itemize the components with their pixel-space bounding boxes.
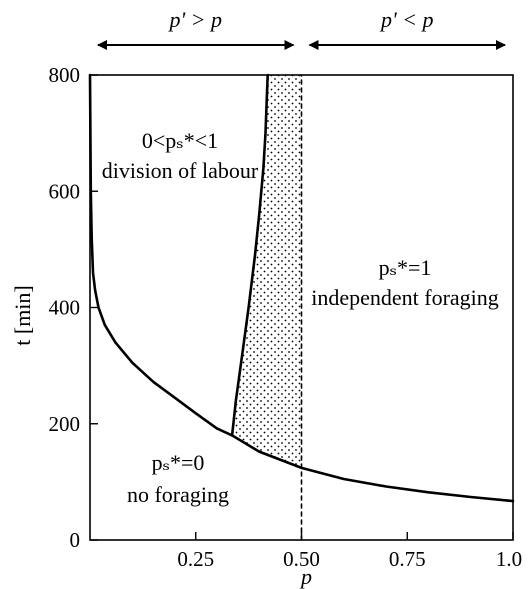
y-axis-label: t [min] bbox=[10, 285, 35, 346]
series-layer bbox=[88, 73, 515, 541]
arrow-label: p' < p bbox=[379, 7, 434, 32]
lower-boundary-curve bbox=[88, 73, 515, 503]
annotation-independent-foraging-line1: pₛ*=1 bbox=[379, 255, 432, 280]
y-tick-label: 0 bbox=[70, 528, 81, 552]
x-tick-label: 0.50 bbox=[283, 547, 320, 571]
x-axis-label: p bbox=[299, 564, 312, 589]
y-tick-label: 200 bbox=[49, 412, 81, 436]
top-arrows: p' > p p' < p bbox=[97, 7, 506, 50]
y-tick-label: 800 bbox=[49, 63, 81, 87]
annotation-no-foraging-line1: pₛ*=0 bbox=[152, 450, 205, 475]
ticks-layer: 0.25 0.50 0.75 1.0 0 200 400 600 800 bbox=[49, 63, 523, 571]
annotation-independent-foraging-line2: independent foraging bbox=[311, 285, 499, 310]
right-boundary-curve bbox=[230, 73, 270, 437]
annotation-division-of-labour-line1: 0<pₛ*<1 bbox=[142, 128, 218, 153]
y-tick-label: 400 bbox=[49, 296, 81, 320]
x-tick-label: 0.75 bbox=[389, 547, 426, 571]
annotation-no-foraging-line2: no foraging bbox=[127, 482, 229, 507]
annotation-division-of-labour-line2: division of labour bbox=[102, 158, 259, 183]
shaded-region bbox=[232, 75, 302, 468]
x-tick-label: 1.0 bbox=[496, 547, 522, 571]
x-tick-label: 0.25 bbox=[177, 547, 214, 571]
y-tick-label: 600 bbox=[49, 179, 81, 203]
annotations: 0<pₛ*<1 division of labour pₛ*=1 independen… bbox=[102, 128, 499, 507]
arrow-label: p' > p bbox=[167, 7, 222, 32]
